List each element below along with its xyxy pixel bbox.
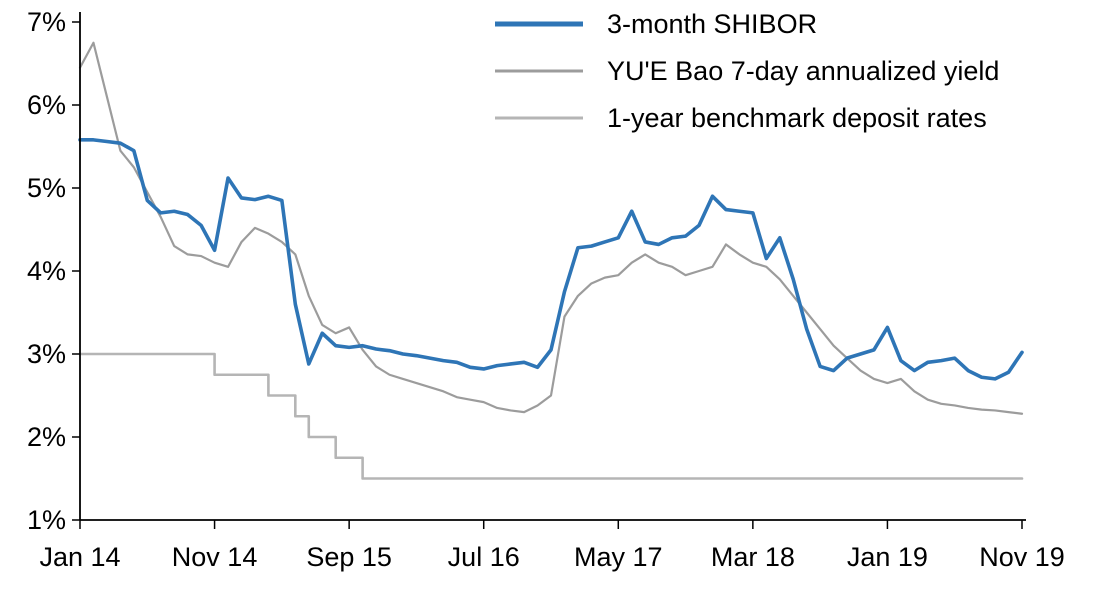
x-axis-label: Jan 14 xyxy=(39,542,120,572)
y-axis-label: 4% xyxy=(27,256,66,286)
x-axis-label: Jan 19 xyxy=(847,542,928,572)
x-axis-label: Jul 16 xyxy=(448,542,520,572)
legend-label: 1-year benchmark deposit rates xyxy=(607,103,987,133)
y-axis-label: 5% xyxy=(27,173,66,203)
legend-item: 3-month SHIBOR xyxy=(495,9,817,39)
y-axis-label: 1% xyxy=(27,505,66,535)
series-line-yu-e-bao-7-day-annualized-yield xyxy=(78,41,1024,415)
x-axis-label: May 17 xyxy=(574,542,663,572)
axes: 1% 2% 3% 4% 5% 6% 7% Jan 14 Nov 14 Sep 15 Jul 16 Ma… xyxy=(27,7,1065,572)
series-line-3-month-shibor xyxy=(78,138,1024,381)
legend-label: YU'E Bao 7-day annualized yield xyxy=(607,56,999,86)
legend-label: 3-month SHIBOR xyxy=(607,9,817,39)
x-axis-label: Sep 15 xyxy=(306,542,392,572)
x-axis-label: Nov 14 xyxy=(172,542,258,572)
y-axis-label: 2% xyxy=(27,422,66,452)
x-axis-label: Mar 18 xyxy=(711,542,795,572)
series-line-1-year-benchmark-deposit-rates xyxy=(78,352,1024,480)
series-lines xyxy=(78,41,1024,480)
x-axis-label: Nov 19 xyxy=(979,542,1065,572)
y-axis-label: 6% xyxy=(27,90,66,120)
y-axis-label: 3% xyxy=(27,339,66,369)
legend: 3-month SHIBOR YU'E Bao 7-day annualized … xyxy=(495,9,999,133)
legend-item: 1-year benchmark deposit rates xyxy=(495,103,987,133)
y-axis-label: 7% xyxy=(27,7,66,37)
legend-item: YU'E Bao 7-day annualized yield xyxy=(495,56,999,86)
